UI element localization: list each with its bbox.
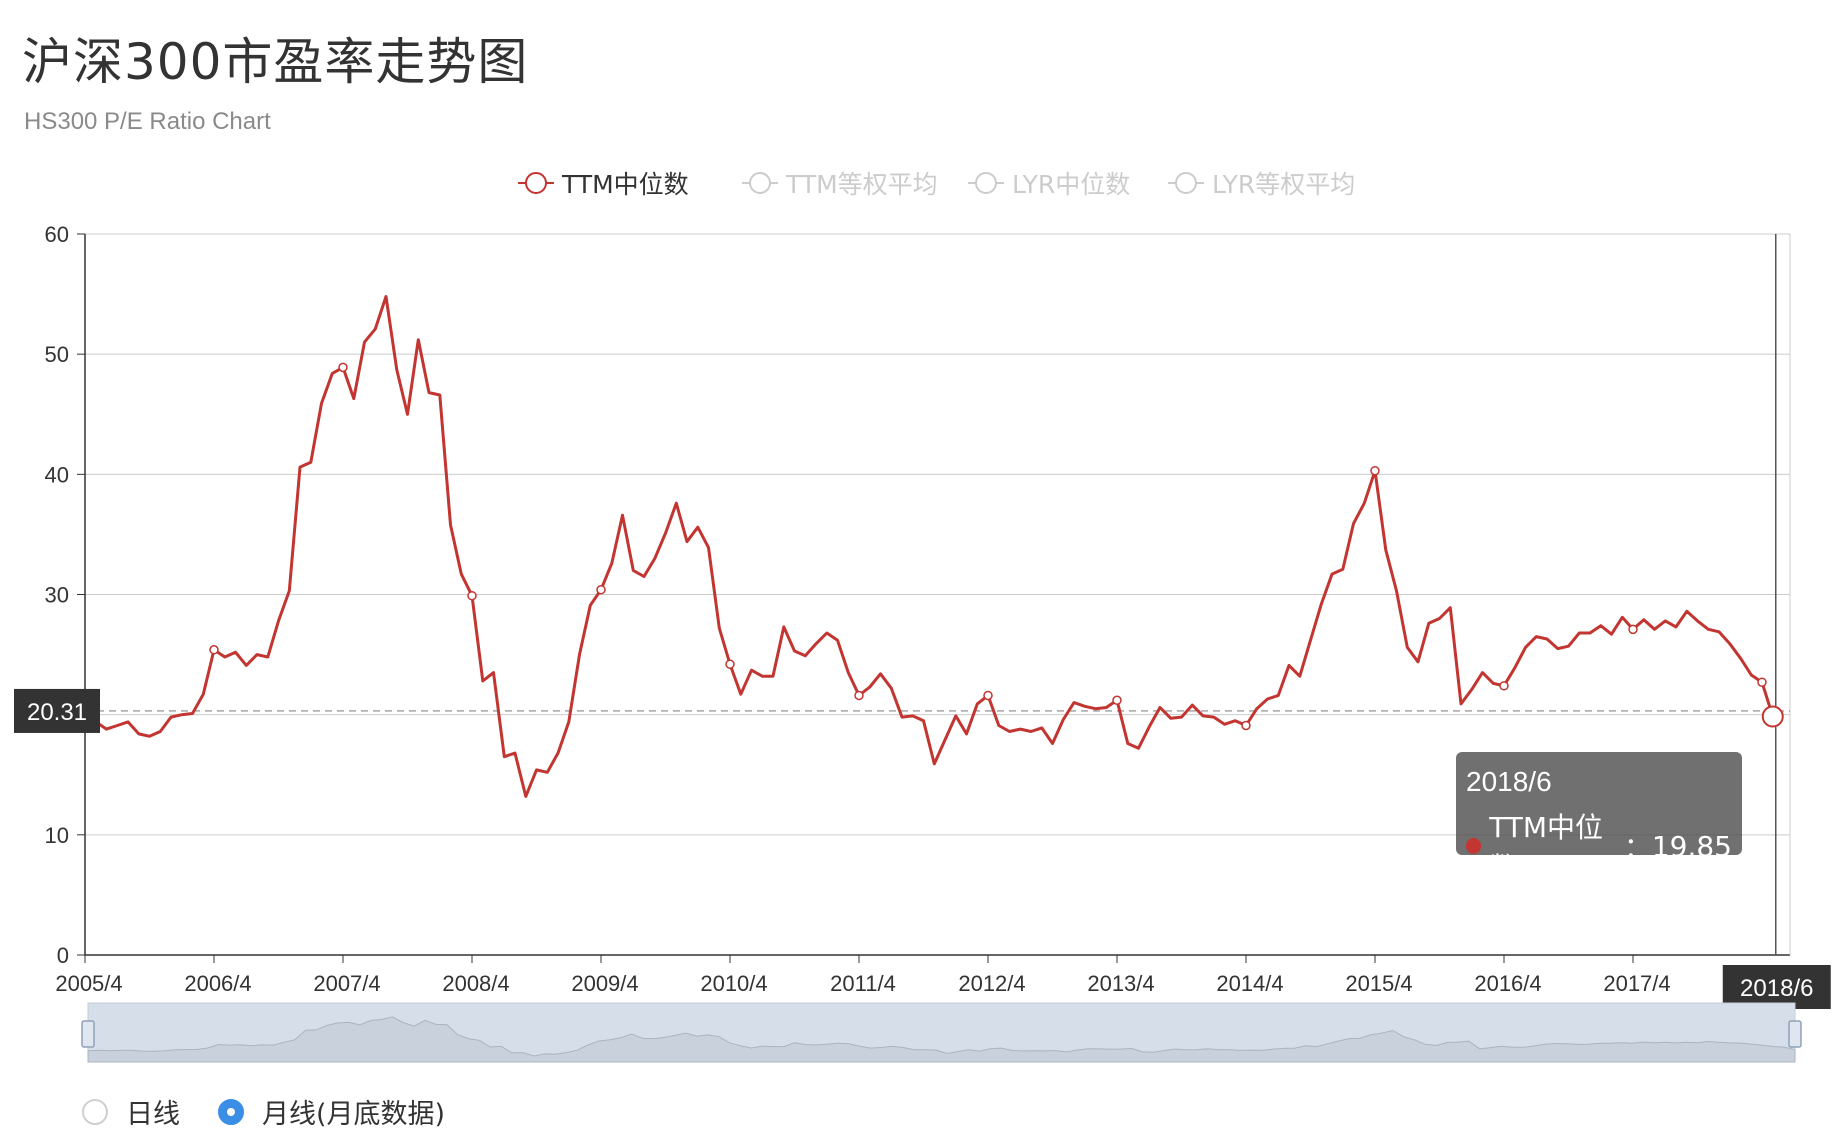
- series-point: [209, 645, 219, 655]
- data-tooltip: 2018/6 TTM中位数 ： 19.85: [1456, 752, 1742, 884]
- y-tick-label: 10: [45, 823, 69, 848]
- data-zoom-preview: [87, 1016, 1796, 1063]
- series-point: [596, 584, 606, 595]
- x-tick-label: 2011/4: [830, 971, 896, 996]
- series-point: [338, 362, 348, 373]
- series-point: [983, 690, 993, 701]
- series-point: [467, 590, 477, 601]
- series-point: [725, 659, 735, 669]
- y-pointer-label: 20.31: [27, 699, 87, 726]
- monthly-label: 月线(月底数据): [262, 1099, 446, 1130]
- x-pointer-label: 2018/6: [1740, 975, 1813, 1002]
- monthly-radio[interactable]: [218, 1098, 244, 1125]
- page-subtitle: HS300 P/E Ratio Chart: [24, 108, 271, 135]
- zoom-handle-left[interactable]: [81, 1020, 95, 1048]
- tooltip-series: TTM中位数: [1489, 811, 1604, 884]
- monthly-option[interactable]: 月线(月底数据): [218, 1092, 445, 1131]
- series-point: [1370, 465, 1380, 476]
- series-point: [1628, 624, 1638, 635]
- x-tick-label: 2017/4: [1603, 971, 1670, 996]
- tooltip-value: 19.85: [1651, 829, 1732, 863]
- x-tick-label: 2008/4: [442, 971, 509, 996]
- legend-marker-1[interactable]: [525, 172, 547, 194]
- x-tick-label: 2006/4: [184, 971, 251, 996]
- page-title: 沪深300市盈率走势图: [22, 33, 529, 91]
- y-pointer-label-bg: [14, 688, 100, 733]
- x-tick-label: 2015/4: [1345, 971, 1412, 996]
- series-point: [854, 690, 864, 701]
- x-tick-label: 2013/4: [1087, 971, 1154, 996]
- legend-label-3[interactable]: LYR中位数: [1012, 170, 1130, 199]
- legend-label-1[interactable]: TTM中位数: [561, 170, 689, 199]
- y-tick-label: 40: [45, 462, 69, 487]
- y-tick-label: 30: [45, 583, 69, 608]
- series-point: [1499, 681, 1509, 691]
- daily-option[interactable]: 日线: [82, 1092, 180, 1131]
- series-line-ttm-median: [84, 295, 1775, 798]
- y-tick-label: 60: [45, 222, 69, 247]
- series-point: [1112, 695, 1122, 705]
- legend-label-2[interactable]: TTM等权平均: [785, 170, 938, 199]
- tooltip-separator: ：: [1623, 831, 1652, 864]
- x-tick-label: 2009/4: [571, 971, 638, 996]
- zoom-handle-right[interactable]: [1788, 1020, 1802, 1048]
- series-color-dot: [1466, 838, 1482, 854]
- series-point: [1241, 720, 1251, 731]
- daily-radio[interactable]: [82, 1098, 108, 1125]
- highlighted-point: [1761, 705, 1784, 728]
- y-tick-label: 50: [45, 342, 69, 367]
- legend-marker-4[interactable]: [1175, 172, 1197, 194]
- x-tick-label: 2007/4: [313, 971, 380, 996]
- x-tick-label: 2012/4: [958, 971, 1025, 996]
- x-tick-label: 2014/4: [1216, 971, 1283, 996]
- legend-marker-3[interactable]: [975, 172, 997, 194]
- legend-marker-2[interactable]: [749, 172, 771, 194]
- x-tick-label: 2010/4: [700, 971, 767, 996]
- tooltip-date: 2018/6: [1466, 766, 1552, 797]
- y-tick-label: 0: [57, 943, 69, 968]
- series-point: [1757, 677, 1767, 687]
- x-tick-label: 2005/4: [55, 971, 122, 996]
- daily-label: 日线: [126, 1099, 180, 1130]
- x-tick-label: 2016/4: [1474, 971, 1541, 996]
- legend-label-4[interactable]: LYR等权平均: [1212, 170, 1355, 199]
- x-pointer-label-bg: [1722, 965, 1831, 1009]
